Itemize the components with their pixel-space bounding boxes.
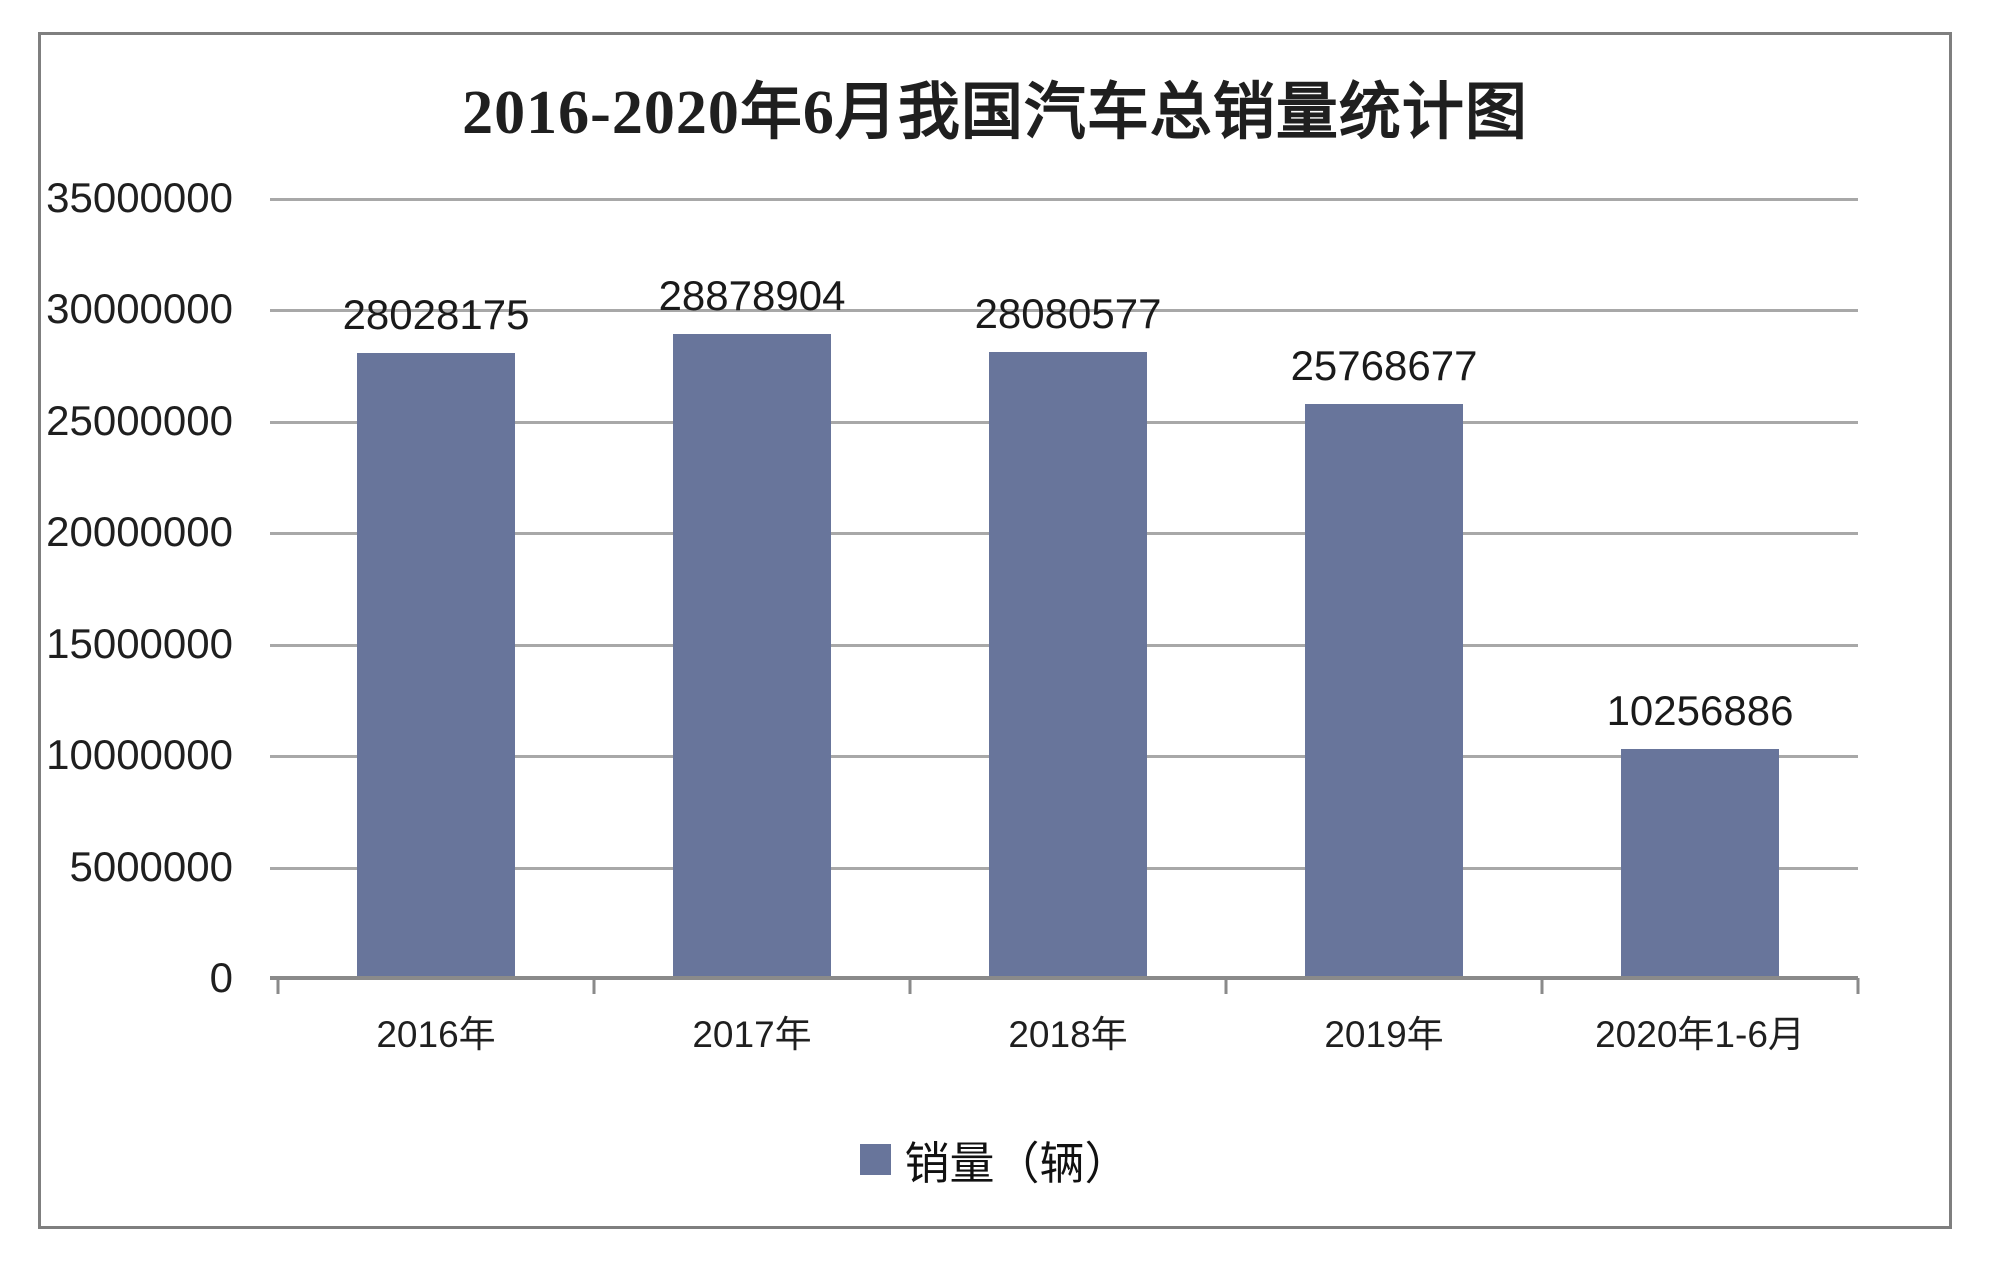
y-tick-label-30000000: 30000000	[46, 285, 233, 333]
x-axis-line	[270, 976, 1858, 980]
x-axis-tick	[1540, 978, 1544, 994]
x-axis-tick	[908, 978, 912, 994]
x-axis-label-2017: 2017年	[692, 1014, 812, 1055]
bar-series: 28028175 2016年 28878904 2017年 28080577 2…	[278, 198, 1858, 1055]
bar-value-label: 28878904	[658, 272, 846, 320]
x-axis-tick	[276, 978, 280, 994]
chart-title: 2016-2020年6月我国汽车总销量统计图	[462, 79, 1528, 147]
y-tick-label-35000000: 35000000	[46, 174, 233, 221]
bar-group-2016: 28028175 2016年	[278, 198, 594, 1055]
bar-group-2020-1-6: 10256886 2020年1-6月	[1542, 198, 1858, 1055]
plot-area: 35000000 30000000 25000000 20000000 1500…	[46, 174, 1860, 1055]
y-tick-label-20000000: 20000000	[46, 508, 233, 556]
bar-value-label: 25768677	[1290, 341, 1478, 389]
x-axis-tick	[1856, 978, 1860, 994]
legend-swatch-icon	[860, 1144, 892, 1175]
bar-2019	[1305, 403, 1463, 978]
legend-label: 销量（辆）	[904, 1138, 1130, 1189]
y-tick-label-10000000: 10000000	[46, 731, 233, 779]
bar-group-2018: 28080577 2018年	[910, 198, 1226, 1055]
bar-value-label: 28080577	[974, 290, 1162, 338]
bar-group-2017: 28878904 2017年	[594, 198, 910, 1055]
x-axis-label-2019: 2019年	[1324, 1014, 1444, 1055]
bar-value-label: 10256886	[1606, 687, 1794, 735]
y-tick-label-25000000: 25000000	[46, 396, 233, 444]
x-axis-label-2016: 2016年	[376, 1014, 496, 1055]
y-tick-label-5000000: 5000000	[69, 842, 233, 890]
x-axis-tick	[1224, 978, 1228, 994]
chart-frame: 2016-2020年6月我国汽车总销量统计图 35000000 30000000…	[38, 32, 1952, 1229]
y-tick-label-15000000: 15000000	[46, 619, 233, 667]
bar-2020-1-6	[1621, 749, 1779, 978]
legend: 销量（辆）	[41, 1127, 1949, 1192]
gridline-35000000	[270, 198, 1858, 201]
x-axis-label-2020-1-6: 2020年1-6月	[1595, 1014, 1805, 1055]
bar-2018	[989, 352, 1147, 978]
bar-2017	[673, 334, 831, 978]
bar-group-2019: 25768677 2019年	[1226, 198, 1542, 1055]
y-tick-label-0: 0	[209, 954, 233, 1001]
x-axis-tick	[592, 978, 596, 994]
bar-value-label: 28028175	[342, 291, 530, 339]
gridline-30000000	[270, 309, 1858, 313]
x-axis-label-2018: 2018年	[1008, 1014, 1128, 1055]
bar-2016	[357, 353, 515, 978]
